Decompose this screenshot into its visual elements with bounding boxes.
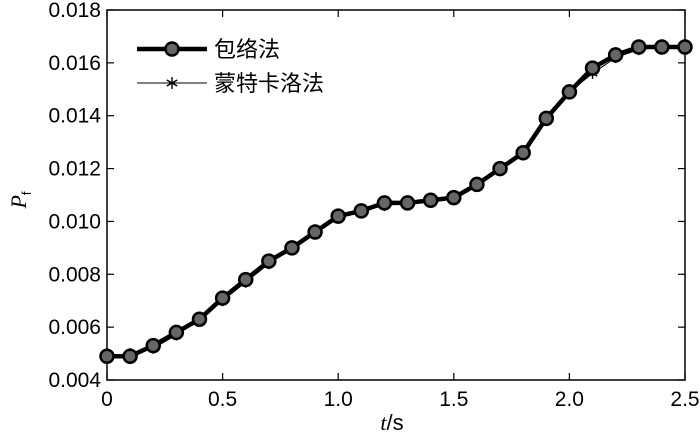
data-point-envelope	[492, 160, 508, 177]
data-point-envelope	[99, 348, 115, 364]
legend-label-montecarlo: 蒙特卡洛法	[214, 72, 324, 97]
legend-label-envelope: 包络法	[214, 38, 280, 63]
data-point-envelope	[214, 290, 231, 306]
y-tick-label: 0.008	[48, 263, 101, 286]
legend-marker-montecarlo	[166, 77, 178, 89]
data-point-envelope	[654, 39, 670, 55]
y-tick-label: 0.014	[48, 105, 101, 128]
data-point-envelope	[538, 110, 555, 127]
svg-text:t/s: t/s	[380, 410, 403, 435]
legend: 包络法 蒙特卡洛法	[137, 38, 324, 97]
y-tick-label: 0.018	[48, 0, 101, 22]
data-point-envelope	[261, 253, 277, 269]
x-tick-label: 0	[101, 388, 113, 411]
y-axis-subscript: f	[19, 191, 34, 195]
data-point-envelope	[353, 203, 370, 219]
x-axis-unit: /s	[387, 410, 404, 435]
x-axis-variable: t	[380, 410, 387, 435]
data-point-envelope	[237, 271, 254, 288]
x-tick-label: 1.0	[324, 388, 353, 411]
svg-text:Pf: Pf	[6, 191, 34, 209]
data-point-envelope	[422, 192, 439, 209]
data-point-envelope	[376, 195, 393, 211]
data-point-envelope	[469, 176, 485, 193]
y-axis-variable: P	[6, 195, 31, 209]
y-tick-label: 0.010	[48, 210, 101, 233]
series-envelope	[99, 39, 693, 364]
plot-frame	[106, 9, 686, 381]
data-point-envelope	[284, 240, 300, 256]
x-tick-label: 2.0	[555, 388, 584, 411]
legend-marker-envelope	[164, 41, 180, 57]
data-point-envelope	[584, 60, 601, 76]
x-tick-label: 1.5	[439, 388, 468, 411]
data-point-envelope	[607, 47, 624, 63]
data-point-envelope	[677, 39, 693, 55]
data-point-envelope	[145, 337, 161, 354]
x-axis-label: t/s	[380, 410, 403, 435]
series-line-envelope	[107, 44, 685, 359]
data-point-envelope	[399, 195, 416, 211]
data-point-envelope	[561, 84, 578, 100]
data-point-envelope	[168, 324, 185, 341]
data-point-envelope	[191, 311, 208, 327]
y-tick-label: 0.012	[48, 158, 101, 181]
data-point-envelope	[446, 189, 462, 206]
y-tick-label: 0.006	[48, 316, 101, 339]
data-point-envelope	[330, 208, 346, 224]
data-point-envelope	[307, 224, 323, 240]
y-axis-label: Pf	[6, 191, 34, 209]
data-point-envelope	[515, 144, 531, 161]
data-point-envelope	[122, 348, 138, 364]
x-tick-label: 0.5	[208, 388, 237, 411]
y-tick-label: 0.004	[48, 369, 101, 392]
y-tick-label: 0.016	[48, 52, 101, 75]
x-tick-label: 2.5	[670, 388, 699, 411]
data-point-envelope	[631, 39, 647, 55]
